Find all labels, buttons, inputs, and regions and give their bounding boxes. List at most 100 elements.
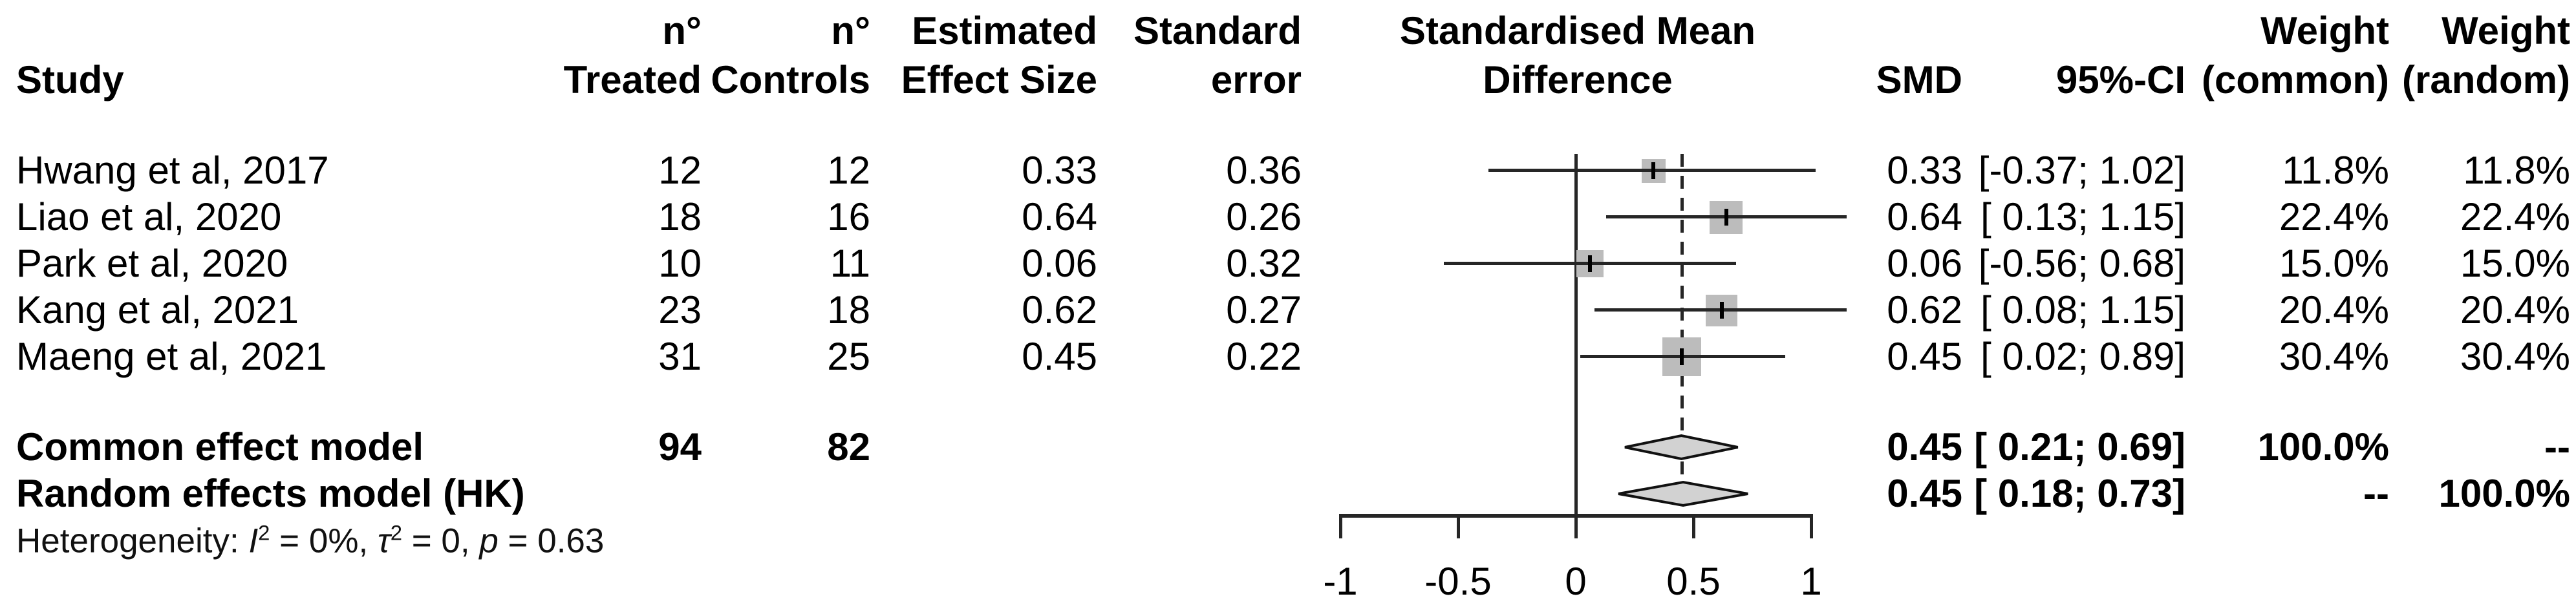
n-controls-value: 16 [827, 195, 870, 238]
heterogeneity-segment: Heterogeneity: [16, 522, 249, 560]
pooled-estimate-dashed-line [1680, 154, 1684, 494]
model-smd-value: 0.45 [1887, 472, 1962, 515]
standard-error-value: 0.36 [1226, 149, 1302, 192]
effect-size-value: 0.33 [1022, 149, 1097, 192]
smd-value: 0.06 [1887, 242, 1962, 285]
weight-common-value: 11.8% [2282, 149, 2389, 192]
model-weight-random-value: -- [2544, 425, 2570, 469]
model-ci-value: [ 0.21; 0.69] [1974, 425, 2185, 469]
n-treated-value: 18 [658, 195, 702, 238]
point-estimate-tick [1587, 255, 1592, 272]
model-name: Common effect model [16, 425, 424, 469]
x-axis-tick-label: -0.5 [1424, 560, 1492, 603]
weight-random-value: 20.4% [2460, 288, 2570, 332]
n-controls-value: 18 [827, 288, 870, 332]
study-name: Liao et al, 2020 [16, 195, 282, 238]
x-axis-tick-label: 0.5 [1666, 560, 1721, 603]
n-treated-value: 31 [658, 335, 702, 378]
x-axis-tick-label: 1 [1800, 560, 1822, 603]
ci-value: [ 0.02; 0.89] [1980, 335, 2185, 378]
x-axis-tick [1574, 514, 1578, 538]
model-smd-value: 0.45 [1887, 425, 1962, 469]
col-header-se-line1: Standard [1133, 9, 1302, 52]
model-name: Random effects model (HK) [16, 472, 525, 515]
model-weight-random-value: 100.0% [2438, 472, 2571, 515]
model-ci-value: [ 0.18; 0.73] [1974, 472, 2185, 515]
model-weight-common-value: -- [2363, 472, 2389, 515]
point-estimate-tick [1679, 348, 1684, 365]
point-estimate-tick [1651, 162, 1656, 179]
x-axis-tick-label: 0 [1565, 560, 1587, 603]
weight-random-value: 11.8% [2463, 149, 2570, 192]
smd-value: 0.62 [1887, 288, 1962, 332]
weight-random-value: 22.4% [2460, 195, 2570, 238]
col-header-weight-random-line1: Weight [2442, 9, 2570, 52]
col-header-treated-line1: n° [662, 9, 702, 52]
model-weight-common-value: 100.0% [2257, 425, 2390, 469]
col-header-weight-common-line1: Weight [2260, 9, 2389, 52]
standard-error-value: 0.26 [1226, 195, 1302, 238]
effect-size-value: 0.06 [1022, 242, 1097, 285]
col-header-weight-common-line2: (common) [2202, 58, 2389, 101]
n-controls-value: 11 [830, 242, 870, 285]
col-header-controls-line1: n° [831, 9, 870, 52]
weight-common-value: 30.4% [2279, 335, 2389, 378]
n-controls-value: 25 [827, 335, 870, 378]
x-axis-tick-label: -1 [1323, 560, 1358, 603]
n-treated-value: 23 [658, 288, 702, 332]
standard-error-value: 0.32 [1226, 242, 1302, 285]
heterogeneity-segment: p [479, 522, 499, 560]
col-header-se-line2: error [1210, 58, 1302, 101]
weight-common-value: 20.4% [2279, 288, 2389, 332]
common-effect-diamond [1625, 434, 1739, 461]
col-header-treated-line2: Treated [563, 58, 702, 101]
heterogeneity-segment: I [248, 522, 259, 560]
x-axis-tick [1339, 514, 1342, 538]
effect-size-value: 0.62 [1022, 288, 1097, 332]
col-header-effect-line2: Effect Size [901, 58, 1097, 101]
smd-value: 0.64 [1887, 195, 1962, 238]
weight-common-value: 15.0% [2279, 242, 2389, 285]
col-header-plot-line1: Standardised Mean [1399, 9, 1756, 52]
x-axis-tick [1457, 514, 1460, 538]
col-header-study: Study [16, 58, 124, 101]
random-effects-diamond [1618, 480, 1748, 507]
col-header-effect-line1: Estimated [912, 9, 1097, 52]
heterogeneity-segment: 2 [258, 520, 270, 545]
col-header-weight-random-line2: (random) [2402, 58, 2570, 101]
col-header-controls-line2: Controls [711, 58, 870, 101]
standard-error-value: 0.22 [1226, 335, 1302, 378]
heterogeneity-segment: = 0, [402, 522, 480, 560]
weight-random-value: 30.4% [2460, 335, 2570, 378]
heterogeneity-segment: τ [377, 522, 391, 560]
ci-value: [-0.56; 0.68] [1978, 242, 2185, 285]
study-name: Park et al, 2020 [16, 242, 288, 285]
point-estimate-tick [1724, 209, 1728, 226]
effect-size-value: 0.45 [1022, 335, 1097, 378]
model-n-treated: 94 [658, 425, 702, 469]
col-header-smd: SMD [1876, 58, 1962, 101]
study-name: Hwang et al, 2017 [16, 149, 329, 192]
heterogeneity-segment: = 0.63 [498, 522, 605, 560]
n-treated-value: 10 [658, 242, 702, 285]
col-header-ci: 95%-CI [2055, 58, 2185, 101]
point-estimate-tick [1719, 302, 1724, 319]
model-n-controls: 82 [827, 425, 870, 469]
heterogeneity-segment: 2 [390, 520, 403, 545]
study-name: Maeng et al, 2021 [16, 335, 327, 378]
col-header-plot-line2: Difference [1483, 58, 1673, 101]
heterogeneity-segment: = 0%, [270, 522, 378, 560]
standard-error-value: 0.27 [1226, 288, 1302, 332]
study-name: Kang et al, 2021 [16, 288, 299, 332]
n-controls-value: 12 [827, 149, 870, 192]
x-axis-tick [1810, 514, 1813, 538]
smd-value: 0.45 [1887, 335, 1962, 378]
zero-reference-line [1574, 154, 1578, 514]
x-axis-tick [1692, 514, 1695, 538]
smd-value: 0.33 [1887, 149, 1962, 192]
effect-size-value: 0.64 [1022, 195, 1097, 238]
ci-value: [-0.37; 1.02] [1978, 149, 2185, 192]
weight-common-value: 22.4% [2279, 195, 2389, 238]
weight-random-value: 15.0% [2460, 242, 2570, 285]
